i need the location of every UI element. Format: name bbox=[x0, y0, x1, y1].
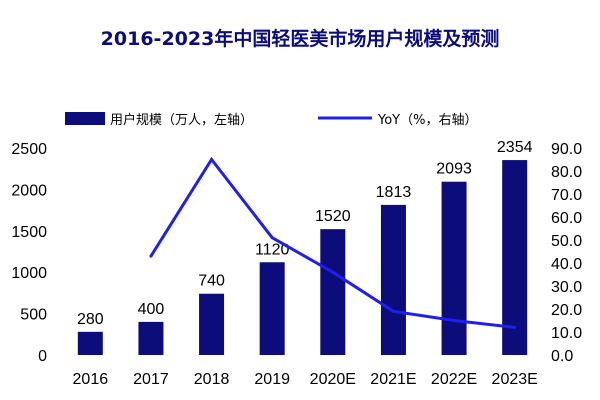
right-axis: 0.0 10.0 20.0 30.0 40.0 50.0 60.0 70.0 80.0 90.0 bbox=[551, 141, 582, 365]
right-axis-tick-label: 60.0 bbox=[551, 210, 582, 227]
legend-line-label: YoY（%，右轴） bbox=[377, 113, 477, 128]
bar-value-label: 1813 bbox=[376, 184, 412, 201]
right-axis-tick-label: 50.0 bbox=[551, 233, 582, 250]
x-axis-tick-label: 2021E bbox=[370, 371, 416, 388]
x-axis: 2016 2017 2018 2019 2020E 2021E 2022E 2023E bbox=[73, 371, 538, 388]
right-axis-tick-label: 40.0 bbox=[551, 256, 582, 273]
right-axis-tick-label: 70.0 bbox=[551, 187, 582, 204]
bar-value-label: 2354 bbox=[497, 139, 533, 156]
right-axis-tick-label: 20.0 bbox=[551, 302, 582, 319]
left-axis-tick-label: 0 bbox=[38, 348, 47, 365]
bar bbox=[199, 293, 225, 355]
yoy-point bbox=[452, 319, 456, 322]
bar bbox=[502, 160, 528, 355]
x-axis-tick-label: 2016 bbox=[73, 371, 109, 388]
bar-value-label: 1520 bbox=[315, 208, 351, 225]
yoy-point bbox=[331, 270, 335, 274]
left-axis-tick-label: 500 bbox=[20, 307, 47, 324]
left-axis: 0 500 1000 1500 2000 2500 bbox=[11, 141, 47, 365]
bar bbox=[259, 262, 285, 355]
left-axis-tick-label: 2500 bbox=[11, 141, 47, 158]
yoy-point bbox=[513, 325, 517, 329]
bar-value-label: 400 bbox=[138, 301, 165, 318]
yoy-point bbox=[210, 158, 214, 161]
left-axis-tick-label: 1500 bbox=[11, 224, 47, 241]
chart-title: 2016-2023年中国轻医美市场用户规模及预测 bbox=[101, 27, 500, 50]
bar bbox=[77, 331, 103, 355]
bar-value-label: 740 bbox=[198, 273, 225, 290]
yoy-point bbox=[391, 309, 395, 313]
bar-series bbox=[77, 160, 528, 355]
bar-value-label: 2093 bbox=[436, 161, 472, 178]
left-axis-tick-label: 1000 bbox=[11, 265, 47, 282]
yoy-point bbox=[149, 254, 153, 258]
x-axis-tick-label: 2023E bbox=[492, 371, 538, 388]
bar bbox=[138, 321, 164, 355]
x-axis-tick-label: 2022E bbox=[431, 371, 477, 388]
x-axis-tick-label: 2020E bbox=[310, 371, 356, 388]
yoy-point bbox=[270, 236, 274, 240]
bar bbox=[380, 204, 406, 355]
bar-data-labels: 280 400 740 1120 1520 1813 2093 2354 bbox=[77, 139, 533, 328]
right-axis-tick-label: 80.0 bbox=[551, 164, 582, 181]
bar bbox=[441, 181, 467, 355]
x-axis-tick-label: 2019 bbox=[254, 371, 290, 388]
right-axis-tick-label: 90.0 bbox=[551, 141, 582, 158]
legend-bar-swatch bbox=[65, 112, 105, 125]
left-axis-tick-label: 2000 bbox=[11, 182, 47, 199]
right-axis-tick-label: 30.0 bbox=[551, 279, 582, 296]
right-axis-tick-label: 10.0 bbox=[551, 325, 582, 342]
bar-value-label: 280 bbox=[77, 311, 104, 328]
bar-value-label: 1120 bbox=[255, 241, 290, 258]
x-axis-tick-label: 2017 bbox=[133, 371, 169, 388]
legend-bar-label: 用户规模（万人，左轴） bbox=[110, 112, 253, 128]
right-axis-tick-label: 0.0 bbox=[551, 348, 573, 365]
x-axis-tick-label: 2018 bbox=[194, 371, 230, 388]
legend: 用户规模（万人，左轴） YoY（%，右轴） bbox=[65, 112, 477, 128]
line-series bbox=[149, 156, 517, 329]
bar bbox=[320, 229, 346, 355]
